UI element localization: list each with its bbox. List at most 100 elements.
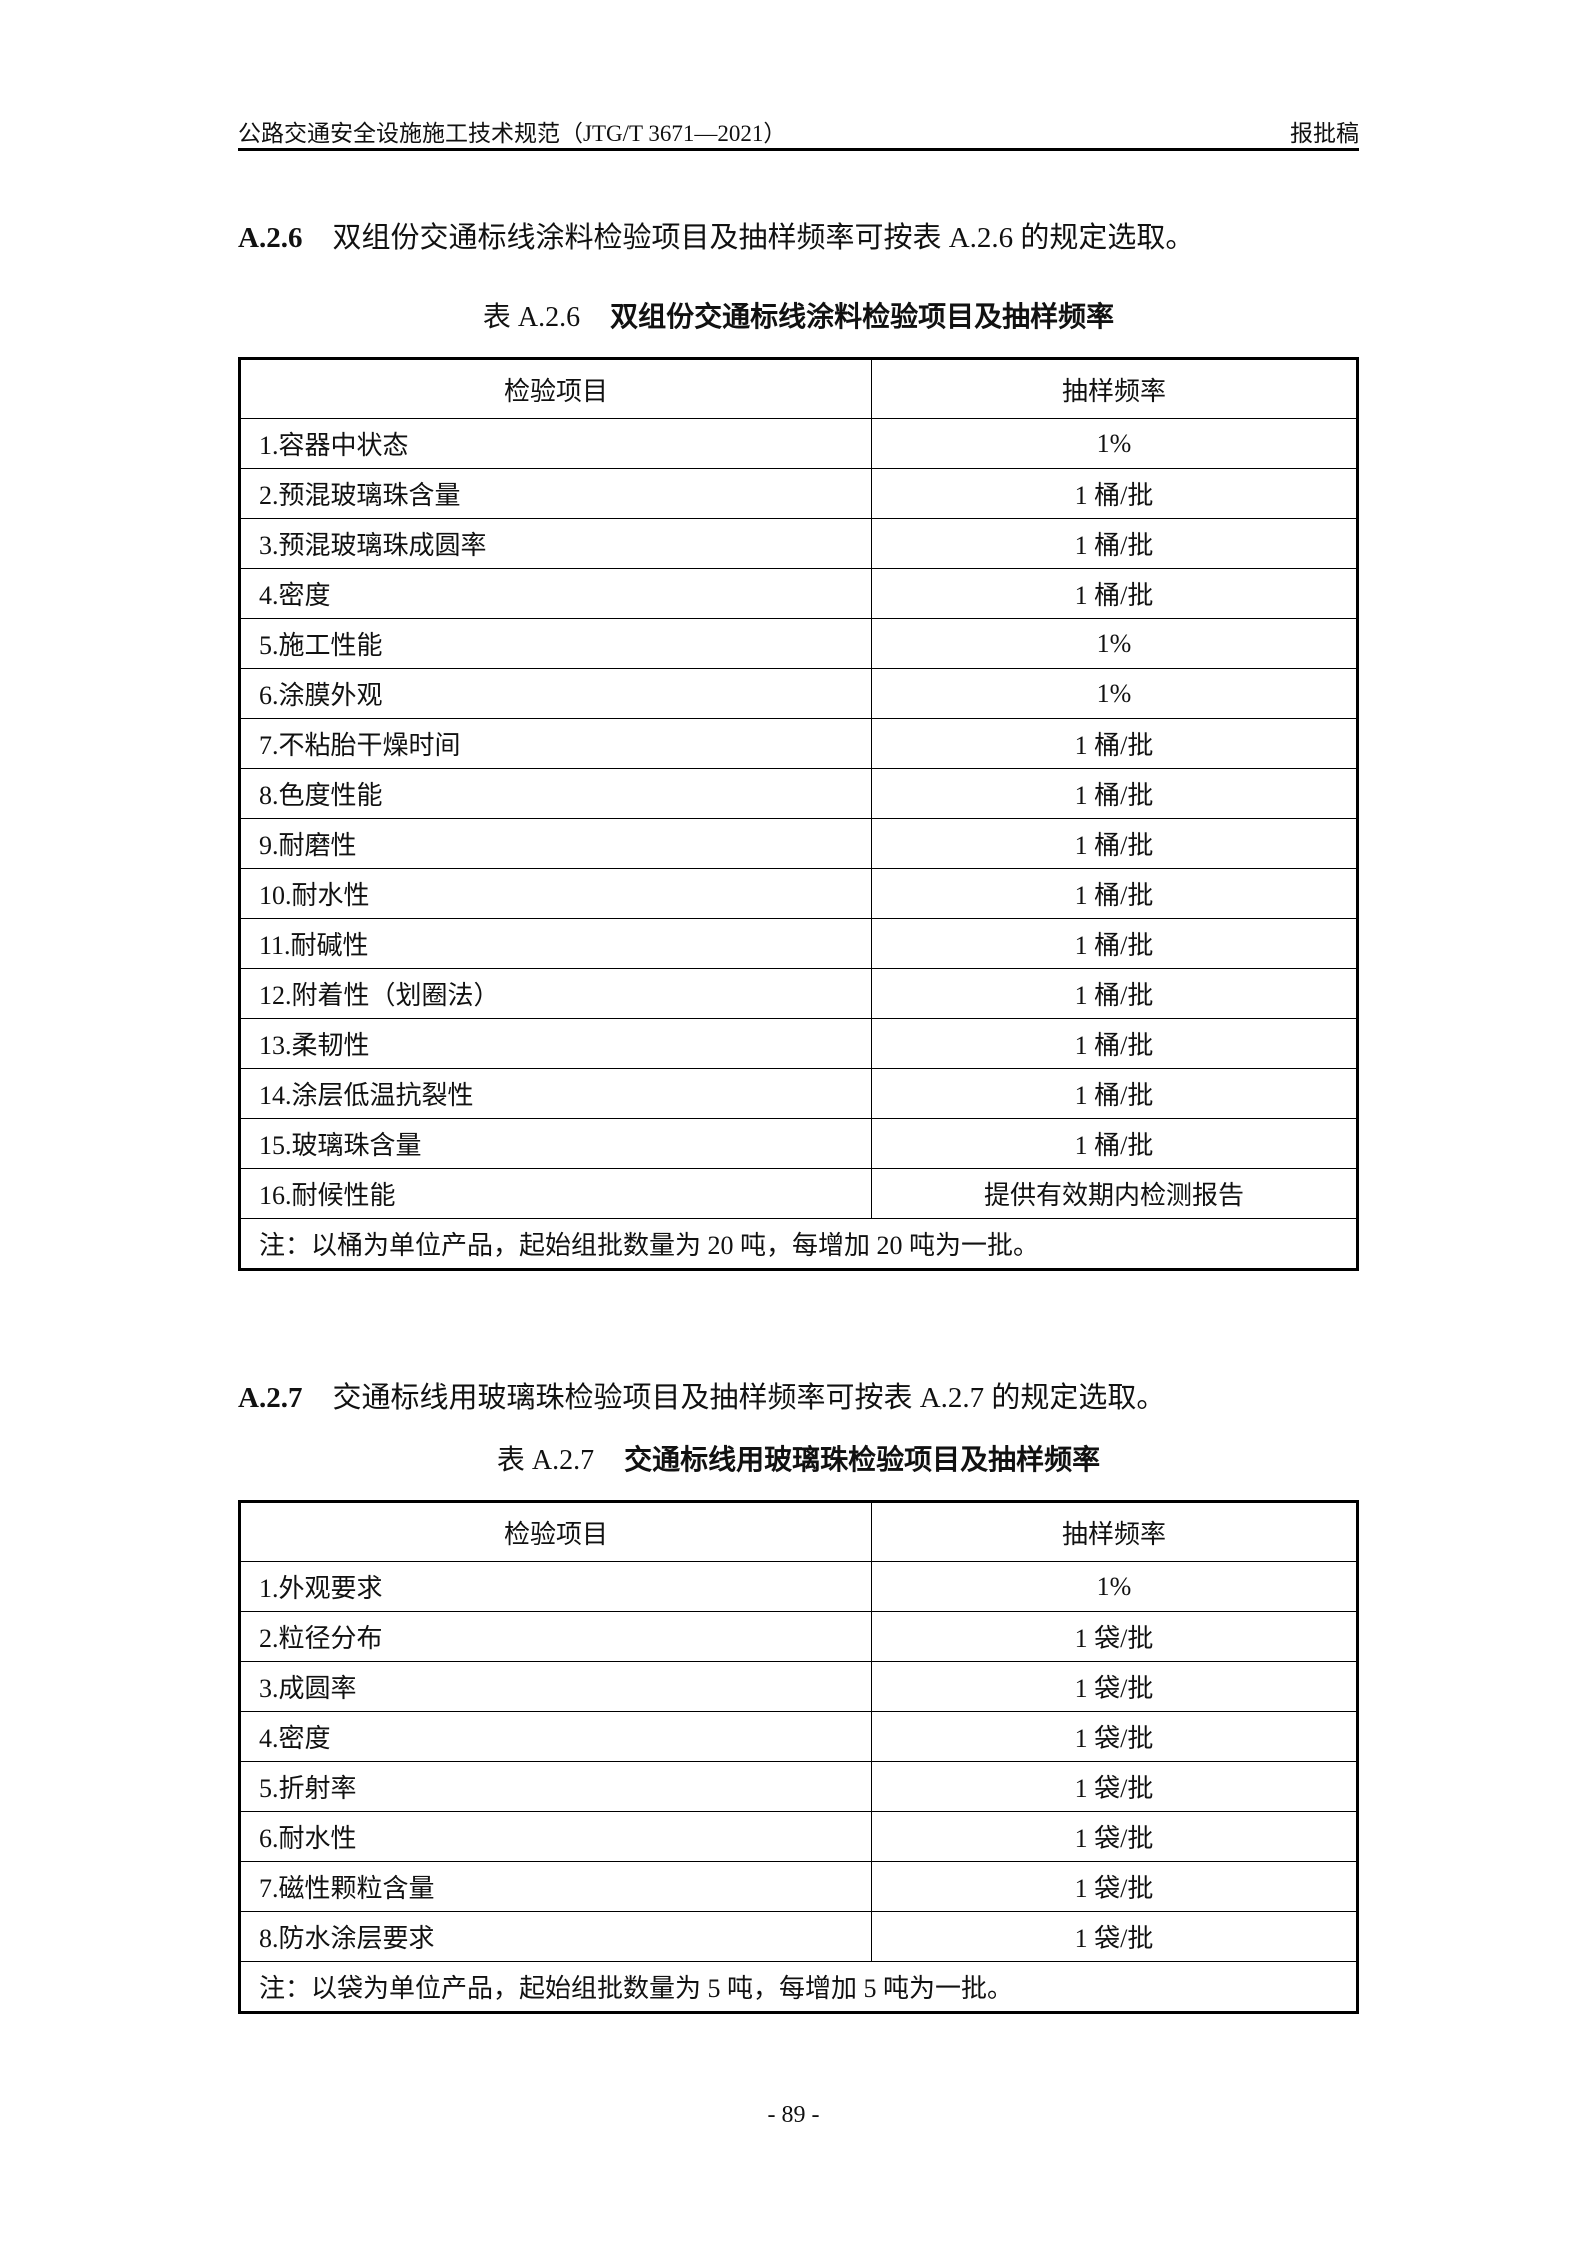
column-header: 抽样频率: [871, 358, 1358, 419]
header-row: 检验项目 抽样频率: [239, 1501, 1358, 1562]
table-row: 4.密度 1 袋/批: [239, 1711, 1358, 1762]
table-row: 7.不粘胎干燥时间 1 桶/批: [239, 718, 1358, 769]
frequency-cell: 1 桶/批: [871, 718, 1358, 769]
table-row: 7.磁性颗粒含量 1 袋/批: [239, 1861, 1358, 1912]
item-cell: 16.耐候性能: [239, 1168, 872, 1219]
frequency-cell: 1 桶/批: [871, 868, 1358, 919]
clause-number: A.2.6: [238, 222, 303, 254]
clause-number: A.2.7: [238, 1382, 303, 1414]
clause-a26: A.2.6 双组份交通标线涂料检验项目及抽样频率可按表 A.2.6 的规定选取。: [238, 214, 1194, 256]
frequency-cell: 1 桶/批: [871, 468, 1358, 519]
table-a26: 检验项目 抽样频率 1.容器中状态 1% 2.预混玻璃珠含量 1 桶/批 3.预混玻璃珠成圆…: [238, 357, 1359, 1271]
table-row: 2.粒径分布 1 袋/批: [239, 1611, 1358, 1662]
table-row: 6.耐水性 1 袋/批: [239, 1811, 1358, 1862]
table-row: 5.施工性能 1%: [239, 618, 1358, 669]
clause-text: 交通标线用玻璃珠检验项目及抽样频率可按表 A.2.7 的规定选取。: [332, 1382, 1166, 1414]
column-header: 抽样频率: [871, 1501, 1358, 1562]
item-cell: 5.施工性能: [239, 618, 872, 669]
page-header: 公路交通安全设施施工技术规范（JTG/T 3671—2021） 报批稿: [238, 112, 1359, 151]
item-cell: 1.容器中状态: [239, 418, 872, 469]
table-row: 5.折射率 1 袋/批: [239, 1761, 1358, 1812]
draft-status: 报批稿: [1290, 121, 1359, 146]
header-row: 检验项目 抽样频率: [239, 358, 1358, 419]
item-cell: 8.防水涂层要求: [239, 1911, 872, 1962]
caption-title: 交通标线用玻璃珠检验项目及抽样频率: [624, 1443, 1101, 1476]
item-cell: 4.密度: [239, 568, 872, 619]
table-row: 8.色度性能 1 桶/批: [239, 768, 1358, 819]
frequency-cell: 1%: [871, 418, 1358, 469]
item-cell: 7.磁性颗粒含量: [239, 1861, 872, 1912]
table-row: 13.柔韧性 1 桶/批: [239, 1018, 1358, 1069]
item-cell: 10.耐水性: [239, 868, 872, 919]
item-cell: 3.预混玻璃珠成圆率: [239, 518, 872, 569]
item-cell: 3.成圆率: [239, 1661, 872, 1712]
document-title: 公路交通安全设施施工技术规范（JTG/T 3671—2021）: [238, 121, 787, 146]
item-cell: 13.柔韧性: [239, 1018, 872, 1069]
frequency-cell: 1 桶/批: [871, 818, 1358, 869]
table-row: 15.玻璃珠含量 1 桶/批: [239, 1118, 1358, 1169]
table-row: 4.密度 1 桶/批: [239, 568, 1358, 619]
item-cell: 7.不粘胎干燥时间: [239, 718, 872, 769]
table-caption-a26: 表 A.2.6 双组份交通标线涂料检验项目及抽样频率: [238, 295, 1359, 335]
frequency-cell: 1 桶/批: [871, 1118, 1358, 1169]
table-row: 1.容器中状态 1%: [239, 418, 1358, 469]
frequency-cell: 1%: [871, 618, 1358, 669]
frequency-cell: 1 桶/批: [871, 768, 1358, 819]
frequency-cell: 1 袋/批: [871, 1711, 1358, 1762]
table-caption-a27: 表 A.2.7 交通标线用玻璃珠检验项目及抽样频率: [238, 1438, 1359, 1478]
item-cell: 6.涂膜外观: [239, 668, 872, 719]
frequency-cell: 1%: [871, 1561, 1358, 1612]
column-header: 检验项目: [239, 358, 872, 419]
item-cell: 11.耐碱性: [239, 918, 872, 969]
table-row: 2.预混玻璃珠含量 1 桶/批: [239, 468, 1358, 519]
item-cell: 6.耐水性: [239, 1811, 872, 1862]
clause-text: 双组份交通标线涂料检验项目及抽样频率可按表 A.2.6 的规定选取。: [332, 222, 1195, 254]
table-note: 注：以桶为单位产品，起始组批数量为 20 吨，每增加 20 吨为一批。: [239, 1218, 1358, 1270]
frequency-cell: 1%: [871, 668, 1358, 719]
table-row: 16.耐候性能 提供有效期内检测报告: [239, 1168, 1358, 1219]
item-cell: 4.密度: [239, 1711, 872, 1762]
caption-title: 双组份交通标线涂料检验项目及抽样频率: [610, 300, 1115, 333]
clause-a27: A.2.7 交通标线用玻璃珠检验项目及抽样频率可按表 A.2.7 的规定选取。: [238, 1374, 1165, 1416]
item-cell: 14.涂层低温抗裂性: [239, 1068, 872, 1119]
frequency-cell: 1 袋/批: [871, 1611, 1358, 1662]
frequency-cell: 1 袋/批: [871, 1811, 1358, 1862]
table-row: 3.成圆率 1 袋/批: [239, 1661, 1358, 1712]
frequency-cell: 提供有效期内检测报告: [871, 1168, 1358, 1219]
note-row: 注：以袋为单位产品，起始组批数量为 5 吨，每增加 5 吨为一批。: [239, 1961, 1358, 2013]
item-cell: 2.粒径分布: [239, 1611, 872, 1662]
item-cell: 8.色度性能: [239, 768, 872, 819]
page-number: - 89 -: [767, 2102, 820, 2128]
table-note: 注：以袋为单位产品，起始组批数量为 5 吨，每增加 5 吨为一批。: [239, 1961, 1358, 2013]
caption-number: 表 A.2.6: [482, 302, 581, 333]
table-row: 8.防水涂层要求 1 袋/批: [239, 1911, 1358, 1962]
table-row: 10.耐水性 1 桶/批: [239, 868, 1358, 919]
frequency-cell: 1 桶/批: [871, 518, 1358, 569]
frequency-cell: 1 桶/批: [871, 568, 1358, 619]
item-cell: 12.附着性（划圈法）: [239, 968, 872, 1019]
frequency-cell: 1 桶/批: [871, 1068, 1358, 1119]
table-row: 6.涂膜外观 1%: [239, 668, 1358, 719]
frequency-cell: 1 袋/批: [871, 1761, 1358, 1812]
table-row: 9.耐磨性 1 桶/批: [239, 818, 1358, 869]
table-row: 1.外观要求 1%: [239, 1561, 1358, 1612]
frequency-cell: 1 桶/批: [871, 1018, 1358, 1069]
column-header: 检验项目: [239, 1501, 872, 1562]
frequency-cell: 1 桶/批: [871, 918, 1358, 969]
table-row: 14.涂层低温抗裂性 1 桶/批: [239, 1068, 1358, 1119]
item-cell: 1.外观要求: [239, 1561, 872, 1612]
table-row: 12.附着性（划圈法） 1 桶/批: [239, 968, 1358, 1019]
frequency-cell: 1 袋/批: [871, 1861, 1358, 1912]
table-a27: 检验项目 抽样频率 1.外观要求 1% 2.粒径分布 1 袋/批 3.成圆率 1 袋/批 4.密…: [238, 1500, 1359, 2014]
item-cell: 2.预混玻璃珠含量: [239, 468, 872, 519]
item-cell: 5.折射率: [239, 1761, 872, 1812]
item-cell: 15.玻璃珠含量: [239, 1118, 872, 1169]
caption-number: 表 A.2.7: [496, 1445, 595, 1476]
note-row: 注：以桶为单位产品，起始组批数量为 20 吨，每增加 20 吨为一批。: [239, 1218, 1358, 1270]
table-row: 11.耐碱性 1 桶/批: [239, 918, 1358, 969]
frequency-cell: 1 桶/批: [871, 968, 1358, 1019]
frequency-cell: 1 袋/批: [871, 1911, 1358, 1962]
table-row: 3.预混玻璃珠成圆率 1 桶/批: [239, 518, 1358, 569]
item-cell: 9.耐磨性: [239, 818, 872, 869]
frequency-cell: 1 袋/批: [871, 1661, 1358, 1712]
